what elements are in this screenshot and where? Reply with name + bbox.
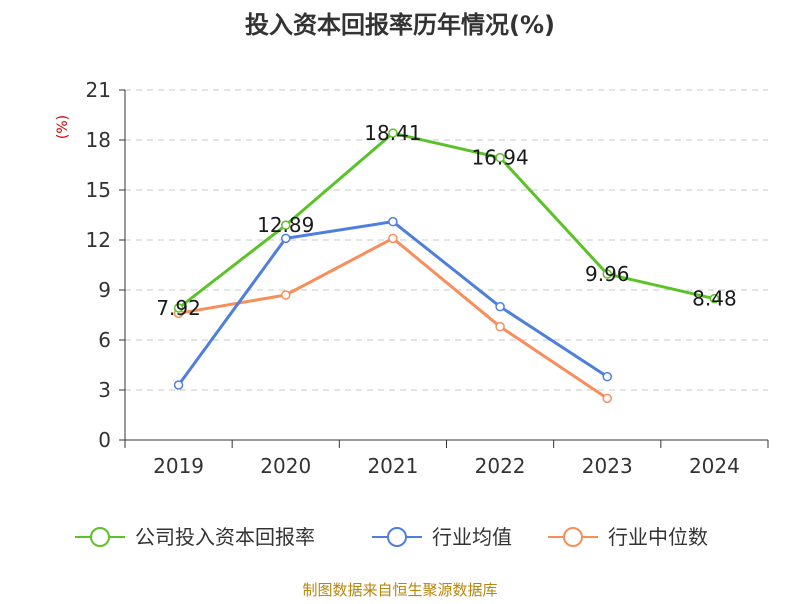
series-line [178,236,609,400]
data-labels: 7.92 12.89 18.41 16.94 9.96 8.48 [156,121,736,320]
x-tick-label: 2020 [260,454,311,478]
x-tick-label: 2024 [689,454,740,478]
y-tick-label: 6 [98,328,111,352]
data-point [388,128,398,138]
data-label: 8.48 [692,287,737,311]
legend-marker [387,527,407,547]
legend-label: 行业中位数 [608,525,708,549]
chart-title: 投入资本回报率历年情况(%) [245,11,555,39]
legend-label: 公司投入资本回报率 [135,525,315,549]
gridlines [125,89,768,391]
data-point [709,293,720,304]
data-label: 16.94 [471,146,528,170]
y-tick-label: 9 [98,278,111,302]
data-point [173,303,184,313]
data-point [281,290,291,300]
y-tick-label: 12 [86,228,111,252]
x-tick-label: 2019 [153,454,204,478]
x-tick-label: 2021 [367,454,418,478]
data-point [602,371,612,382]
legend-label: 行业均值 [432,525,512,549]
data-point [281,233,291,244]
x-tick-label: 2022 [475,454,526,478]
data-label: 9.96 [585,262,630,286]
legend: 公司投入资本回报率 行业均值 行业中位数 [75,525,708,549]
legend-marker [563,527,583,547]
data-point [388,216,398,227]
data-point [602,393,612,404]
source-note: 制图数据来自恒生聚源数据库 [302,581,497,599]
y-tick-label: 0 [98,428,111,452]
data-label: 12.89 [257,213,314,237]
data-label: 18.41 [364,121,421,145]
y-tick-label: 3 [98,378,111,402]
data-point [495,321,505,332]
data-point [388,233,398,244]
y-axis-label: (%) [55,115,71,139]
data-label: 7.92 [156,296,201,320]
x-tick-label: 2023 [582,454,633,478]
y-tick-label: 18 [86,128,111,152]
y-tick-label: 15 [86,178,111,202]
data-point [602,269,612,279]
data-point [495,301,505,312]
data-point [281,220,291,230]
series-line [177,131,715,310]
series-group [173,128,720,404]
data-point [173,380,184,390]
legend-marker [90,527,110,547]
axes: 0 3 6 9 12 15 18 21 2019 2020 2021 2022 2023 2024 [86,78,769,478]
y-tick-label: 21 [86,78,111,102]
data-point [495,152,505,163]
